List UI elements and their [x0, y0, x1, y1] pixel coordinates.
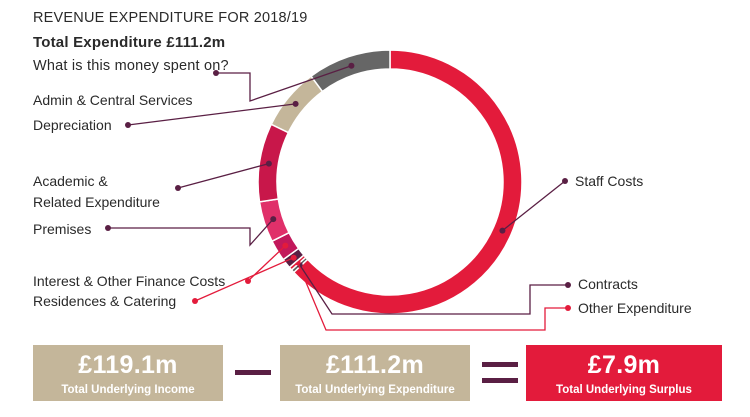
label-contracts: Contracts [578, 276, 638, 292]
leader-dot-inner-depreciation [292, 100, 299, 107]
leader-dot-outer-residences-and-catering [192, 298, 198, 304]
expenditure-label: Total Underlying Expenditure [295, 384, 455, 396]
equals-sign-bottom [482, 378, 518, 383]
leader-dot-outer-contracts [565, 282, 571, 288]
label-admin-and-central-services: Admin & Central Services [33, 92, 193, 108]
leader-dot-inner-academic-and-related-expenditure [265, 160, 272, 167]
leader-dot-outer-depreciation [125, 122, 131, 128]
slice-admin-and-central-services [310, 49, 391, 93]
chart-subtitle: Total Expenditure £111.2m [33, 34, 226, 51]
leader-dot-inner-premises [270, 216, 277, 223]
leader-residences-and-catering [194, 257, 294, 302]
surplus-box: £7.9m Total Underlying Surplus [526, 345, 722, 401]
leader-depreciation [127, 103, 296, 126]
leader-dot-outer-premises [105, 225, 111, 231]
leader-dot-inner-admin-and-central-services [348, 62, 355, 69]
expenditure-box: £111.2m Total Underlying Expenditure [280, 345, 470, 401]
leader-academic-and-related-expenditure [177, 162, 270, 189]
label-depreciation: Depreciation [33, 117, 112, 133]
surplus-label: Total Underlying Surplus [556, 384, 692, 396]
label-premises: Premises [33, 221, 91, 237]
leader-other-expenditure [297, 262, 568, 331]
label-residences-and-catering: Residences & Catering [33, 293, 176, 309]
label-interest-and-other-finance-costs: Interest & Other Finance Costs [33, 273, 225, 289]
leader-dot-outer-academic-and-related-expenditure [175, 185, 181, 191]
slice-academic-and-related-expenditure [257, 123, 290, 203]
leader-dot-outer-other-expenditure [565, 305, 571, 311]
label-academic-and-related-expenditure: Academic & Related Expenditure [33, 173, 160, 210]
income-label: Total Underlying Income [61, 384, 195, 396]
label-other-expenditure: Other Expenditure [578, 300, 692, 316]
leader-dot-inner-residences-and-catering [290, 254, 297, 261]
leader-dot-inner-interest-and-other-finance-costs [282, 242, 289, 249]
leader-interest-and-other-finance-costs [247, 245, 286, 282]
income-box: £119.1m Total Underlying Income [33, 345, 223, 401]
donut-chart: Staff Costs Contracts Other Expenditure Res… [33, 49, 692, 331]
leader-dot-outer-staff-costs [562, 178, 568, 184]
slice-staff-costs [292, 49, 523, 315]
leader-dot-outer-admin-and-central-services [213, 70, 219, 76]
chart-question: What is this money spent on? [33, 58, 229, 74]
label-staff-costs: Staff Costs [575, 173, 643, 189]
leader-contracts [299, 264, 568, 315]
surplus-value: £7.9m [587, 351, 661, 379]
leader-premises [108, 218, 274, 247]
leader-dot-inner-staff-costs [499, 227, 506, 234]
equals-sign-top [482, 362, 518, 367]
leader-admin-and-central-services [216, 65, 352, 102]
chart-title: REVENUE EXPENDITURE FOR 2018/19 [33, 10, 308, 26]
minus-sign [235, 370, 271, 375]
leader-staff-costs [502, 180, 566, 232]
income-value: £119.1m [78, 351, 178, 379]
expenditure-value: £111.2m [325, 351, 425, 379]
leader-dot-outer-interest-and-other-finance-costs [245, 278, 251, 284]
